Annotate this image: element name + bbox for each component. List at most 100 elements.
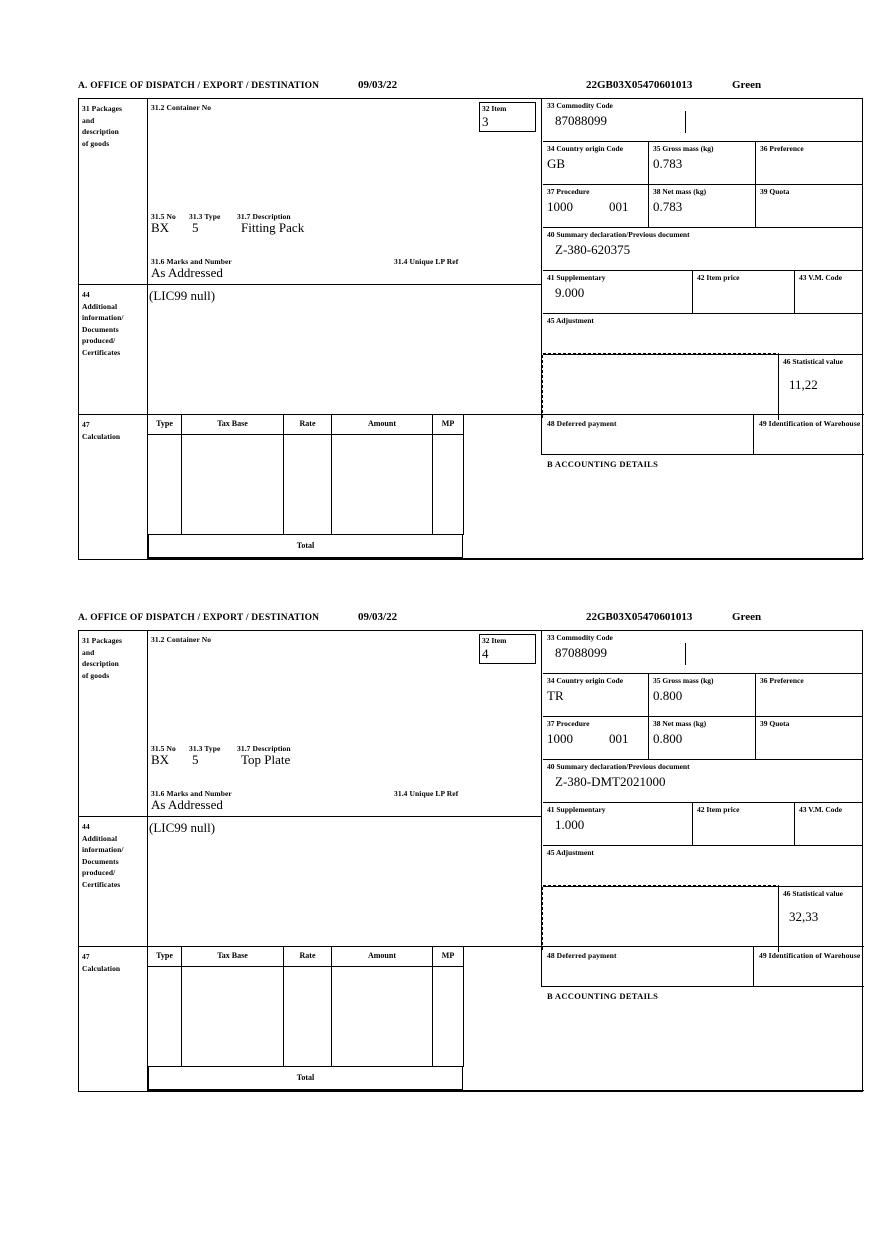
field-33-divider-tick bbox=[685, 643, 687, 665]
field-36-label: 36 Preference bbox=[760, 676, 804, 685]
field-43-cell: 43 V.M. Code bbox=[795, 803, 860, 845]
field-38-cell: 38 Net mass (kg) 0.783 bbox=[649, 185, 756, 227]
field-41-value: 9.000 bbox=[555, 285, 585, 300]
field-39-cell: 39 Quota bbox=[756, 185, 860, 227]
calc-body-amount bbox=[331, 435, 432, 535]
calc-total-label: Total bbox=[296, 541, 315, 550]
field-37-label: 37 Procedure bbox=[547, 187, 590, 196]
form-body: 31 Packages and description of goods 44 … bbox=[78, 630, 864, 1092]
field-45-cell: 45 Adjustment bbox=[543, 846, 862, 886]
divider-field-44 bbox=[79, 816, 541, 818]
field-35-value: 0.783 bbox=[653, 156, 683, 171]
field-33-cell: 33 Commodity Code 87088099 bbox=[543, 99, 862, 141]
field-46-row: 46 Statistical value 32,33 bbox=[541, 885, 862, 952]
field-33-value: 87088099 bbox=[555, 645, 607, 660]
divider-right-column bbox=[541, 99, 543, 414]
calc-col-amount-label: Amount bbox=[367, 419, 396, 428]
field-38-label: 38 Net mass (kg) bbox=[653, 187, 707, 196]
field-31-5-no-label: 31.5 No bbox=[151, 744, 176, 753]
field-42-cell: 42 Item price bbox=[693, 803, 795, 845]
field-46-label: 46 Statistical value bbox=[783, 357, 843, 366]
field-42-label: 42 Item price bbox=[697, 805, 740, 814]
field-48-label: 48 Deferred payment bbox=[547, 951, 617, 960]
field-40-row: 40 Summary declaration/Previous document… bbox=[543, 760, 862, 803]
calc-body-rate bbox=[283, 435, 331, 535]
field-44-label: 44 Additional information/ Documents pro… bbox=[82, 290, 124, 357]
field-33-row: 33 Commodity Code 87088099 bbox=[543, 631, 862, 674]
calc-total-row: Total bbox=[148, 1067, 463, 1090]
field-31-3-type-label: 31.3 Type bbox=[189, 744, 221, 753]
field-34-label: 34 Country origin Code bbox=[547, 144, 624, 153]
field-31-7-description-label: 31.7 Description bbox=[237, 212, 291, 221]
field-36-label: 36 Preference bbox=[760, 144, 804, 153]
field-31-2-container-no-label: 31.2 Container No bbox=[151, 635, 212, 644]
field-41-label: 41 Supplementary bbox=[547, 273, 606, 282]
field-36-cell: 36 Preference bbox=[756, 142, 860, 184]
field-37-39-row: 37 Procedure 1000 001 38 Net mass (kg) 0… bbox=[543, 717, 862, 760]
calc-col-tax-base-label: Tax Base bbox=[217, 951, 248, 960]
field-31-4-unique-lp-ref-label: 31.4 Unique LP Ref bbox=[394, 789, 459, 798]
field-31-3-type-value: 5 bbox=[192, 220, 199, 235]
field-35-value: 0.800 bbox=[653, 688, 683, 703]
field-39-label: 39 Quota bbox=[760, 719, 790, 728]
field-33-label: 33 Commodity Code bbox=[547, 101, 613, 110]
calc-body-tax-base bbox=[181, 435, 283, 535]
field-41-cell: 41 Supplementary 1.000 bbox=[543, 803, 693, 845]
divider-section-b-top bbox=[541, 454, 864, 456]
field-46-label: 46 Statistical value bbox=[783, 889, 843, 898]
divider-left-labels bbox=[147, 631, 149, 1091]
field-44-value: (LIC99 null) bbox=[149, 820, 216, 835]
field-40-row: 40 Summary declaration/Previous document… bbox=[543, 228, 862, 271]
field-39-cell: 39 Quota bbox=[756, 717, 860, 759]
field-40-value: Z-380-620375 bbox=[555, 242, 631, 257]
calc-body-amount bbox=[331, 967, 432, 1067]
calc-header-type: Type bbox=[147, 946, 181, 967]
field-34-cell: 34 Country origin Code GB bbox=[543, 142, 649, 184]
field-32-label: 32 Item bbox=[482, 636, 507, 645]
field-46-value: 11,22 bbox=[789, 377, 818, 392]
field-35-cell: 35 Gross mass (kg) 0.783 bbox=[649, 142, 756, 184]
form-bottom-border bbox=[147, 1089, 864, 1091]
calc-header-rate: Rate bbox=[283, 946, 331, 967]
field-32-value: 4 bbox=[482, 646, 489, 661]
divider-section-b-left bbox=[541, 946, 543, 986]
divider-left-labels bbox=[147, 99, 149, 559]
field-32-value: 3 bbox=[482, 114, 489, 129]
field-33-cell: 33 Commodity Code 87088099 bbox=[543, 631, 862, 673]
field-43-cell: 43 V.M. Code bbox=[795, 271, 860, 313]
field-31-2-container-no-label: 31.2 Container No bbox=[151, 103, 212, 112]
field-41-value: 1.000 bbox=[555, 817, 585, 832]
declaration-date: 09/03/22 bbox=[358, 79, 398, 91]
calc-body-type bbox=[147, 435, 181, 535]
field-31-7-description-value: Top Plate bbox=[241, 752, 291, 767]
field-47-label: 47 Calculation bbox=[82, 952, 121, 973]
calc-right-border bbox=[463, 414, 465, 535]
sad-form-item-4: A. OFFICE OF DISPATCH / EXPORT / DESTINA… bbox=[78, 610, 864, 1092]
clearance-lane: Green bbox=[732, 611, 762, 623]
calc-total-label: Total bbox=[296, 1073, 315, 1082]
sad-form-item-3: A. OFFICE OF DISPATCH / EXPORT / DESTINA… bbox=[78, 78, 864, 560]
field-46-cell: 46 Statistical value 32,33 bbox=[779, 887, 861, 952]
field-45-cell: 45 Adjustment bbox=[543, 314, 862, 354]
dotted-left-border bbox=[541, 355, 543, 420]
form-header: A. OFFICE OF DISPATCH / EXPORT / DESTINA… bbox=[78, 610, 863, 630]
calc-body-mp bbox=[432, 435, 463, 535]
calc-header-amount: Amount bbox=[331, 946, 432, 967]
field-45-row: 45 Adjustment bbox=[543, 314, 862, 355]
field-47-calculation-table: Type Tax Base Rate Amount MP Total bbox=[147, 414, 465, 559]
field-41-label: 41 Supplementary bbox=[547, 805, 606, 814]
divider-section-b-left bbox=[541, 414, 543, 454]
calc-right-border bbox=[463, 946, 465, 1067]
field-31-6-marks-value: As Addressed bbox=[151, 797, 223, 812]
calc-col-type-label: Type bbox=[156, 419, 173, 428]
field-46-blank-cell bbox=[543, 887, 779, 952]
field-31-5-no-value: BX bbox=[151, 220, 170, 235]
form-header: A. OFFICE OF DISPATCH / EXPORT / DESTINA… bbox=[78, 78, 863, 98]
right-fields-column: 33 Commodity Code 87088099 34 Country or… bbox=[541, 99, 862, 420]
field-31-7-description-value: Fitting Pack bbox=[241, 220, 305, 235]
field-32-item-box: 32 Item 4 bbox=[479, 634, 536, 664]
field-43-label: 43 V.M. Code bbox=[799, 805, 843, 814]
calc-header-amount: Amount bbox=[331, 414, 432, 435]
field-33-row: 33 Commodity Code 87088099 bbox=[543, 99, 862, 142]
calc-col-rate-label: Rate bbox=[299, 951, 316, 960]
